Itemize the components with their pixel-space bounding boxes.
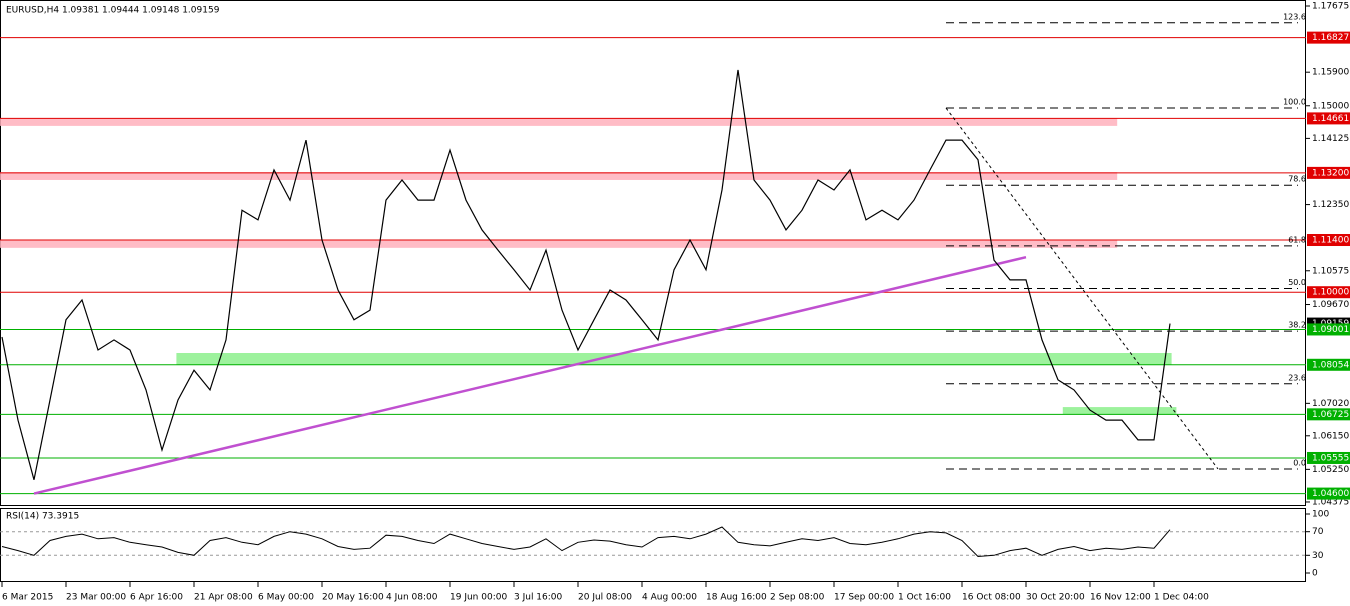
fib-label: 123.6: [1283, 12, 1306, 21]
y-tick-label: 1.06150: [1312, 431, 1349, 441]
x-tick-label: 6 May 00:00: [258, 593, 314, 603]
chart-title: EURUSD,H4 1.09381 1.09444 1.09148 1.0915…: [6, 6, 220, 16]
x-tick-label: 16 Nov 12:00: [1090, 593, 1151, 603]
level-label: 1.04600: [1312, 489, 1349, 499]
zone: [0, 172, 1118, 180]
fib-label: 50.0: [1288, 278, 1306, 287]
x-tick-label: 1 Dec 04:00: [1154, 593, 1209, 603]
fib-label: 38.2: [1288, 321, 1306, 330]
x-tick-label: 3 Jul 16:00: [514, 593, 563, 603]
level-tag: [1307, 234, 1350, 247]
level-tag: [1307, 451, 1350, 464]
level-tag: [1307, 408, 1350, 421]
x-tick-label: 6 Apr 16:00: [130, 593, 183, 603]
rsi-frame: [0, 508, 1306, 582]
x-tick-label: 4 Aug 00:00: [642, 593, 697, 603]
level-tag: [1307, 323, 1350, 336]
trendline: [33, 255, 1027, 495]
y-tick-label: 1.14125: [1312, 134, 1349, 144]
level-label: 1.13200: [1312, 168, 1349, 178]
rsi-tick-label: 70: [1312, 527, 1324, 537]
rsi-tick-label: 30: [1312, 551, 1324, 561]
rsi-title: RSI(14) 73.3915: [6, 512, 79, 522]
zone: [0, 240, 1118, 248]
x-tick-label: 20 Jul 08:00: [578, 593, 632, 603]
level-tag: [1307, 487, 1350, 500]
x-tick-label: 16 Oct 08:00: [962, 593, 1021, 603]
x-tick-label: 23 Mar 00:00: [66, 593, 126, 603]
x-tick-label: 4 Jun 08:00: [386, 593, 438, 603]
zone: [0, 118, 1118, 126]
y-tick-label: 1.09670: [1312, 300, 1349, 310]
y-tick-label: 1.15000: [1312, 101, 1349, 111]
level-label: 1.16827: [1312, 33, 1349, 43]
x-tick-label: 17 Sep 00:00: [834, 593, 894, 603]
fib-label: 0.0: [1293, 458, 1306, 467]
x-tick-label: 19 Jun 00:00: [450, 593, 507, 603]
level-label: 1.09001: [1312, 325, 1349, 335]
x-tick-label: 1 Oct 16:00: [898, 593, 951, 603]
level-label: 1.14661: [1312, 114, 1349, 124]
level-tag: [1307, 358, 1350, 371]
y-tick-label: 1.05250: [1312, 465, 1349, 475]
zone: [176, 353, 1172, 365]
level-label: 1.10000: [1312, 288, 1349, 298]
x-tick-label: 18 Aug 16:00: [706, 593, 767, 603]
level-tag: [1307, 31, 1350, 44]
level-label: 1.05555: [1312, 453, 1349, 463]
x-tick-label: 30 Oct 20:00: [1026, 593, 1085, 603]
x-tick-label: 6 Mar 2015: [2, 593, 53, 603]
y-tick-label: 1.17675: [1312, 2, 1349, 12]
rsi-tick-label: 0: [1312, 569, 1318, 579]
fib-label: 61.8: [1288, 235, 1306, 244]
level-tag: [1307, 112, 1350, 125]
level-tag: [1307, 286, 1350, 299]
x-tick-label: 2 Sep 08:00: [770, 593, 825, 603]
level-label: 1.08054: [1312, 360, 1349, 370]
level-label: 1.11400: [1312, 236, 1349, 246]
price-line: [1, 69, 1171, 480]
rsi-tick-label: 100: [1312, 510, 1329, 520]
fib-label: 23.6: [1288, 373, 1306, 382]
y-tick-label: 1.04375: [1312, 497, 1349, 507]
y-tick-label: 1.10575: [1312, 266, 1349, 276]
level-tag: [1307, 166, 1350, 179]
y-tick-label: 1.12350: [1312, 200, 1349, 210]
y-tick-label: 1.07020: [1312, 399, 1349, 409]
fib-label: 78.6: [1288, 175, 1306, 184]
x-tick-label: 21 Apr 08:00: [194, 593, 253, 603]
y-tick-label: 1.15900: [1312, 68, 1349, 78]
fib-label: 100.0: [1283, 97, 1306, 106]
x-tick-label: 20 May 16:00: [322, 593, 384, 603]
main-frame: [0, 0, 1306, 506]
level-label: 1.06725: [1312, 410, 1349, 420]
zone: [1062, 407, 1177, 415]
rsi-line: [1, 526, 1171, 558]
